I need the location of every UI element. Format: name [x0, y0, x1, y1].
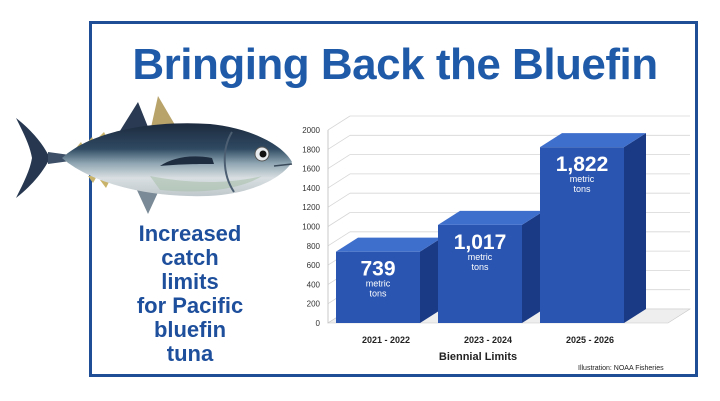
caption-line: tuna [166, 341, 214, 366]
x-axis-title: Biennial Limits [439, 351, 517, 363]
bar-top [438, 210, 544, 225]
bluefin-tuna-icon [16, 96, 293, 214]
caption-line: limits [161, 269, 219, 294]
bar-unit-label: metric [570, 174, 595, 184]
grid-line-side [327, 231, 351, 247]
bar-unit-label: tons [369, 289, 387, 299]
y-tick-label: 600 [307, 261, 321, 270]
y-tick-label: 0 [316, 319, 321, 328]
caption-line: for Pacific [136, 293, 244, 318]
bar-side [420, 237, 442, 323]
bar-front [540, 147, 624, 323]
y-tick-label: 1600 [302, 165, 320, 174]
bar-unit-label: metric [468, 252, 493, 262]
grid-line-side [327, 154, 351, 169]
caption-line: bluefin [153, 317, 227, 342]
y-tick-label: 200 [307, 300, 321, 309]
x-tick-label: 2025 - 2026 [566, 335, 614, 345]
caption-text: Increased catch limits for Pacific bluef… [120, 222, 260, 366]
caption-line: catch [161, 245, 219, 270]
y-tick-label: 2000 [302, 126, 320, 135]
bar-top [336, 237, 442, 252]
bar-unit-label: tons [573, 184, 591, 194]
bar-side [624, 133, 646, 323]
grid-line-side [327, 173, 351, 189]
x-tick-label: 2023 - 2024 [464, 335, 512, 345]
grid-line-side [327, 134, 351, 150]
caption-line: Increased [138, 221, 242, 246]
bar-front [336, 251, 420, 323]
y-tick-label: 1000 [302, 223, 320, 232]
bar-data-label: 1,822 [556, 153, 609, 176]
bar-side [522, 210, 544, 323]
y-tick-label: 800 [307, 242, 321, 251]
bar-top [540, 133, 646, 148]
image-credit: Illustration: NOAA Fisheries [578, 365, 664, 372]
grid-line-side [327, 212, 351, 227]
y-tick-label: 400 [307, 280, 321, 289]
bar-unit-label: metric [366, 279, 391, 289]
page-title: Bringing Back the Bluefin [132, 40, 658, 89]
bar-data-label: 1,017 [454, 231, 507, 254]
y-tick-label: 1400 [302, 184, 320, 193]
x-tick-label: 2021 - 2022 [362, 335, 410, 345]
bar-front [438, 224, 522, 323]
bar-unit-label: tons [471, 262, 489, 272]
y-tick-label: 1200 [302, 203, 320, 212]
y-tick-label: 1800 [302, 145, 320, 154]
grid-line-side [327, 192, 351, 208]
bar-data-label: 739 [360, 258, 395, 281]
grid-line-side [327, 115, 351, 131]
